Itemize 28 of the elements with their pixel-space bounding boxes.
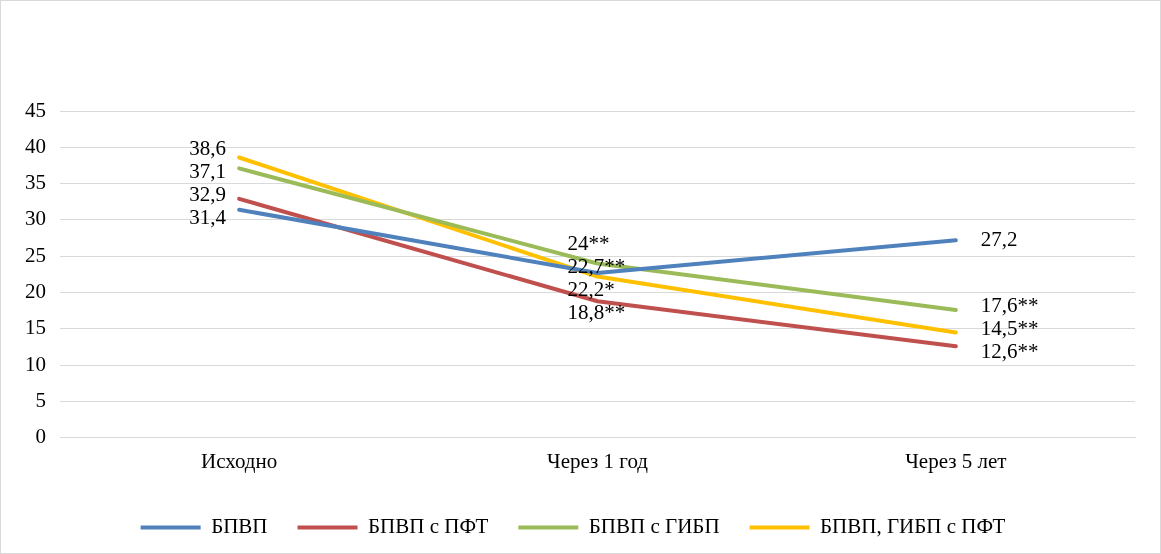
data-label: 18,8** (567, 299, 626, 324)
data-label: 22,2* (567, 276, 615, 301)
data-label: 38,6 (189, 135, 226, 160)
data-label: 31,4 (189, 204, 227, 229)
y-tick-label: 40 (25, 133, 46, 158)
data-label: 12,6** (980, 339, 1039, 364)
legend-label: БПВП (211, 514, 268, 539)
data-label: 32,9 (189, 181, 226, 206)
data-label: 37,1 (189, 158, 226, 183)
y-tick-label: 20 (25, 279, 46, 304)
data-label: 17,6** (980, 293, 1039, 318)
y-tick-label: 30 (25, 206, 46, 231)
x-tick-label: Через 1 год (546, 448, 649, 473)
y-tick-label: 15 (25, 315, 46, 340)
y-tick-label: 0 (35, 424, 46, 449)
legend-label: БПВП, ГИБП с ПФТ (820, 514, 1006, 539)
y-tick-label: 45 (25, 97, 46, 122)
x-tick-label: Исходно (201, 448, 278, 473)
x-tick-label: Через 5 лет (905, 448, 1007, 473)
data-label: 14,5** (980, 316, 1039, 341)
y-tick-label: 35 (25, 170, 46, 195)
y-tick-label: 10 (25, 351, 46, 376)
y-tick-label: 5 (35, 388, 46, 412)
data-label: 24** (567, 230, 610, 255)
legend-label: БПВП с ГИБП (588, 514, 720, 539)
data-label: 27,2 (980, 226, 1018, 251)
y-tick-label: 25 (25, 242, 46, 267)
legend-label: БПВП с ПФТ (368, 514, 489, 539)
